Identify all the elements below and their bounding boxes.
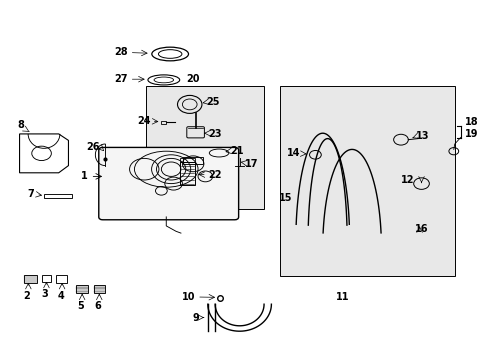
- Text: 28: 28: [114, 47, 128, 57]
- Text: 4: 4: [58, 291, 64, 301]
- Text: 2: 2: [23, 291, 30, 301]
- Text: 24: 24: [137, 116, 150, 126]
- Text: 14: 14: [286, 148, 300, 158]
- Bar: [180, 162, 194, 185]
- Text: 6: 6: [94, 301, 101, 311]
- Text: 3: 3: [41, 289, 48, 300]
- Bar: [41, 275, 51, 282]
- Bar: [180, 158, 194, 162]
- Text: 25: 25: [206, 96, 220, 107]
- Text: 13: 13: [415, 131, 428, 141]
- Bar: [76, 285, 88, 293]
- Text: 21: 21: [229, 146, 243, 156]
- Text: 10: 10: [182, 292, 195, 302]
- Text: 11: 11: [335, 292, 348, 302]
- Text: 1: 1: [81, 171, 88, 181]
- Bar: [56, 275, 67, 283]
- Text: 20: 20: [185, 74, 199, 84]
- Text: 19: 19: [464, 129, 477, 139]
- Text: 7: 7: [27, 189, 34, 199]
- Bar: [161, 121, 166, 124]
- Text: 26: 26: [86, 142, 100, 152]
- Bar: [145, 86, 264, 209]
- Text: 27: 27: [114, 74, 128, 84]
- Text: 8: 8: [17, 120, 24, 130]
- Text: 5: 5: [77, 301, 84, 311]
- Text: 12: 12: [400, 175, 414, 185]
- Text: 18: 18: [464, 117, 477, 127]
- Text: 17: 17: [244, 159, 258, 169]
- Bar: [94, 285, 104, 293]
- Text: 15: 15: [278, 193, 292, 203]
- Bar: [183, 157, 203, 164]
- Bar: [279, 86, 454, 276]
- Bar: [24, 275, 37, 283]
- Text: 22: 22: [207, 170, 221, 180]
- FancyBboxPatch shape: [99, 148, 238, 220]
- Text: 23: 23: [207, 129, 221, 139]
- Text: 9: 9: [192, 312, 199, 323]
- Text: 16: 16: [414, 224, 427, 234]
